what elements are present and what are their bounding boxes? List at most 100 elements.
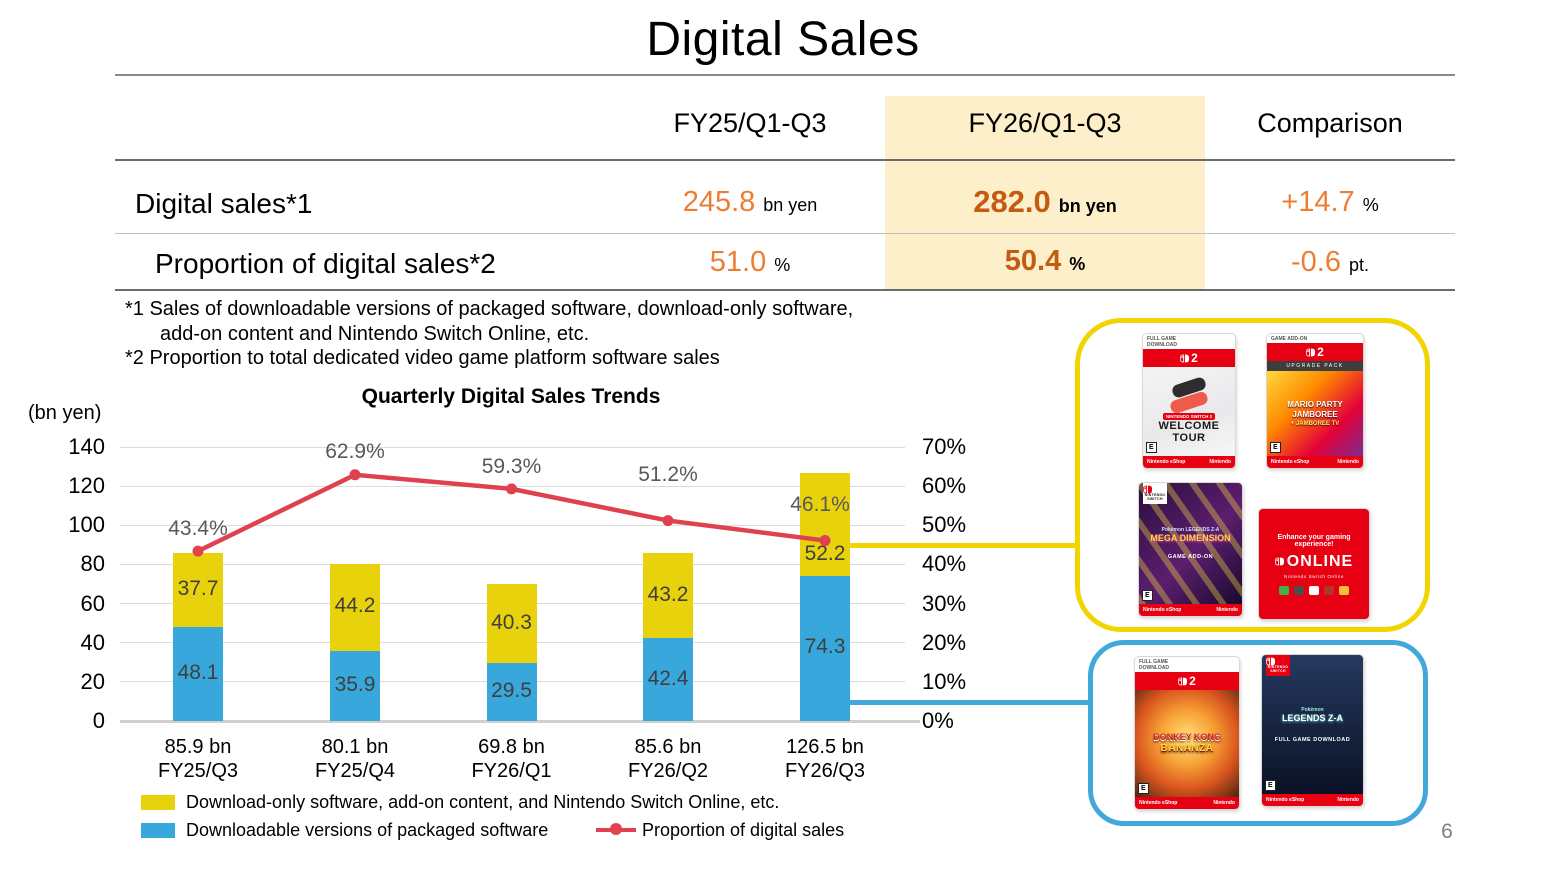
- y-axis-right-tick: 0%: [922, 708, 954, 733]
- card-overline: Pokémon LEGENDS Z-A: [1161, 527, 1220, 534]
- proportion-point-label: 46.1%: [790, 492, 850, 516]
- card-footer: Nintendo eShop Nintendo: [1139, 604, 1242, 616]
- nintendo-label: Nintendo: [1337, 797, 1359, 803]
- mario-party-art: MARIO PARTY JAMBOREE + JAMBOREE TV E: [1267, 371, 1363, 456]
- quarter-total-label: 80.1 bn: [321, 736, 389, 758]
- y-axis-right-tick: 10%: [922, 668, 967, 694]
- game-card-nintendo-switch-online: Enhance your gaming experience! ONLINE Nin…: [1258, 508, 1370, 620]
- footnote-1-line-1: *1 Sales of downloadable versions of pac…: [125, 298, 854, 320]
- cell-proportion-fy26: 50.4 %: [885, 245, 1205, 278]
- table-header-divider: [115, 159, 1455, 161]
- y-axis-unit-label: (bn yen): [28, 402, 102, 424]
- value-fy26-proportion: 50.4: [1004, 245, 1062, 277]
- donkey-kong-art: DONKEY KONG BANANZA E: [1135, 690, 1239, 797]
- game-card-pokemon-legends-za: NINTENDO SWITCH Pokémon LEGENDS Z-A FULL GA…: [1261, 654, 1364, 807]
- blue-callout-connector: [850, 700, 1090, 705]
- upgrade-pack-banner: UPGRADE PACK: [1267, 361, 1363, 371]
- esrb-rating-badge: E: [1265, 779, 1276, 791]
- bar-value-packaged: 35.9: [334, 672, 376, 696]
- card-title: DONKEY KONG: [1153, 732, 1221, 743]
- switch-online-art: Enhance your gaming experience! ONLINE Nin…: [1259, 509, 1369, 619]
- legends-za-art: NINTENDO SWITCH Pokémon LEGENDS Z-A FULL GA…: [1262, 655, 1363, 794]
- value-comparison-digital-sales: +14.7: [1281, 186, 1355, 218]
- proportion-point-label: 51.2%: [638, 462, 698, 486]
- cell-digital-sales-fy26: 282.0 bn yen: [885, 184, 1205, 220]
- nintendo-switch-logo-icon: [1143, 485, 1167, 494]
- page-number: 6: [1441, 820, 1453, 843]
- card-caption: GAME ADD-ON: [1167, 553, 1214, 560]
- legend-line-dot: [610, 823, 622, 835]
- switch2-banner: 2: [1143, 349, 1235, 367]
- download-only-examples-box: [1075, 318, 1430, 632]
- cell-proportion-comparison: -0.6 pt.: [1205, 246, 1455, 279]
- chart-title: Quarterly Digital Sales Trends: [361, 385, 661, 408]
- game-card-mario-party-jamboree: GAME ADD-ON 2 UPGRADE PACK MARIO PARTY JAMB…: [1266, 333, 1364, 469]
- bar-value-packaged: 74.3: [804, 635, 846, 659]
- switch-badge: NINTENDO SWITCH: [1143, 483, 1167, 504]
- quarter-total-label: 85.6 bn: [634, 736, 702, 758]
- proportion-point-label: 62.9%: [325, 439, 385, 463]
- y-axis-left-tick: 80: [80, 551, 105, 577]
- quarter-total-label: 85.9 bn: [164, 736, 232, 758]
- y-axis-right-tick: 40%: [922, 551, 967, 577]
- y-axis-right-tick: 20%: [922, 629, 967, 655]
- y-axis-left-tick: 120: [68, 473, 105, 499]
- nintendo-label: Nintendo: [1209, 459, 1231, 465]
- gridline: [120, 446, 905, 448]
- fy26-column-highlight: [885, 96, 1205, 290]
- card-footer: Nintendo eShop Nintendo: [1143, 456, 1235, 468]
- legend-label-packaged: Downloadable versions of packaged softwa…: [186, 820, 549, 840]
- nintendo-label: Nintendo: [1216, 607, 1238, 613]
- proportion-point-label: 59.3%: [481, 454, 542, 478]
- cell-digital-sales-fy25: 245.8 bn yen: [615, 186, 885, 219]
- esrb-rating-badge: E: [1138, 782, 1149, 794]
- nso-subtitle: Nintendo Switch Online: [1284, 573, 1344, 579]
- legend-swatch-download-only: [141, 795, 175, 810]
- x-axis-category-label: 80.1 bn FY25/Q4: [280, 735, 430, 783]
- bar-segment-packaged: [173, 626, 223, 721]
- card-title: LEGENDS Z-A: [1281, 712, 1343, 723]
- bar-value-packaged: 42.4: [647, 666, 689, 690]
- y-axis-right-tick: 50%: [922, 512, 967, 538]
- esrb-rating-badge: E: [1270, 441, 1281, 453]
- card-platform-chip: NINTENDO SWITCH 2: [1162, 412, 1216, 420]
- nintendo-switch-logo-icon: [1306, 348, 1316, 357]
- y-axis-left-tick: 60: [80, 590, 105, 616]
- quarter-name-label: FY26/Q1: [471, 760, 552, 782]
- quarter-name-label: FY26/Q3: [784, 760, 866, 782]
- bar-value-download-only: 43.2: [647, 582, 689, 606]
- eshop-label: Nintendo eShop: [1147, 459, 1186, 465]
- card-caption: FULL GAME DOWNLOAD: [1274, 736, 1351, 743]
- y-axis-right-tick: 30%: [922, 590, 967, 616]
- card-subtitle: + JAMBOREE TV: [1290, 420, 1340, 427]
- footnote-2: *2 Proportion to total dedicated video g…: [125, 347, 720, 369]
- card-title: MEGA DIMENSION: [1150, 533, 1231, 544]
- switch-badge: NINTENDO SWITCH: [1266, 655, 1290, 676]
- title-divider: [115, 74, 1455, 76]
- page-title: Digital Sales: [646, 13, 920, 66]
- nintendo-label: Nintendo: [1213, 800, 1235, 806]
- column-header-fy26: FY26/Q1-Q3: [968, 108, 1122, 138]
- esrb-rating-badge: E: [1142, 589, 1153, 601]
- bar-value-packaged: 29.5: [491, 679, 532, 703]
- y-axis-left-tick: 140: [68, 434, 105, 459]
- eshop-label: Nintendo eShop: [1139, 800, 1178, 806]
- quarter-name-label: FY25/Q3: [157, 760, 239, 782]
- card-footer: Nintendo eShop Nintendo: [1267, 456, 1363, 468]
- card-overline: Pokémon: [1301, 706, 1324, 713]
- game-card-donkey-kong-bananza: FULL GAME DOWNLOAD 2 DONKEY KONG BANANZA E Ni…: [1134, 656, 1240, 810]
- game-card-welcome-tour: FULL GAME DOWNLOAD 2 NINTENDO SWITCH 2 WELC…: [1142, 333, 1236, 469]
- eshop-label: Nintendo eShop: [1271, 459, 1310, 465]
- quarter-name-label: FY25/Q4: [314, 760, 396, 782]
- gridline: [120, 720, 920, 723]
- card-eyebrow: GAME ADD-ON: [1271, 336, 1308, 342]
- table-row-divider: [115, 233, 1455, 234]
- nintendo-switch-logo-icon: [1180, 354, 1190, 363]
- eshop-label: Nintendo eShop: [1143, 607, 1182, 613]
- value-fy25-proportion: 51.0: [709, 246, 767, 278]
- bar-value-download-only: 40.3: [491, 610, 532, 634]
- unit-fy26-proportion: %: [1069, 254, 1086, 274]
- unit-fy25-proportion: %: [774, 255, 791, 275]
- gridline: [120, 485, 905, 487]
